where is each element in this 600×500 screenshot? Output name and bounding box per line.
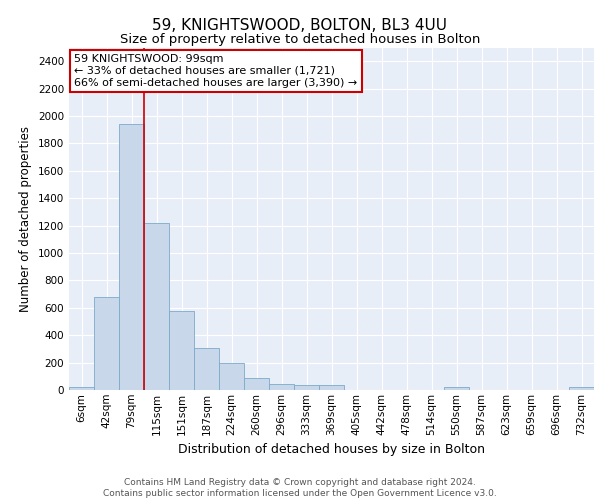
Bar	[294, 385, 319, 390]
Bar	[444, 388, 469, 390]
Text: Contains HM Land Registry data © Crown copyright and database right 2024.
Contai: Contains HM Land Registry data © Crown c…	[103, 478, 497, 498]
Bar	[319, 385, 344, 390]
Bar	[119, 124, 144, 390]
Bar	[94, 297, 119, 390]
X-axis label: Distribution of detached houses by size in Bolton: Distribution of detached houses by size …	[178, 443, 485, 456]
Bar	[169, 310, 194, 390]
Text: 59, KNIGHTSWOOD, BOLTON, BL3 4UU: 59, KNIGHTSWOOD, BOLTON, BL3 4UU	[152, 18, 448, 32]
Bar	[244, 378, 269, 390]
Bar	[569, 388, 594, 390]
Bar	[69, 388, 94, 390]
Bar	[144, 223, 169, 390]
Y-axis label: Number of detached properties: Number of detached properties	[19, 126, 32, 312]
Bar	[219, 362, 244, 390]
Text: Size of property relative to detached houses in Bolton: Size of property relative to detached ho…	[120, 32, 480, 46]
Bar	[269, 384, 294, 390]
Bar	[194, 348, 219, 390]
Text: 59 KNIGHTSWOOD: 99sqm
← 33% of detached houses are smaller (1,721)
66% of semi-d: 59 KNIGHTSWOOD: 99sqm ← 33% of detached …	[74, 54, 358, 88]
